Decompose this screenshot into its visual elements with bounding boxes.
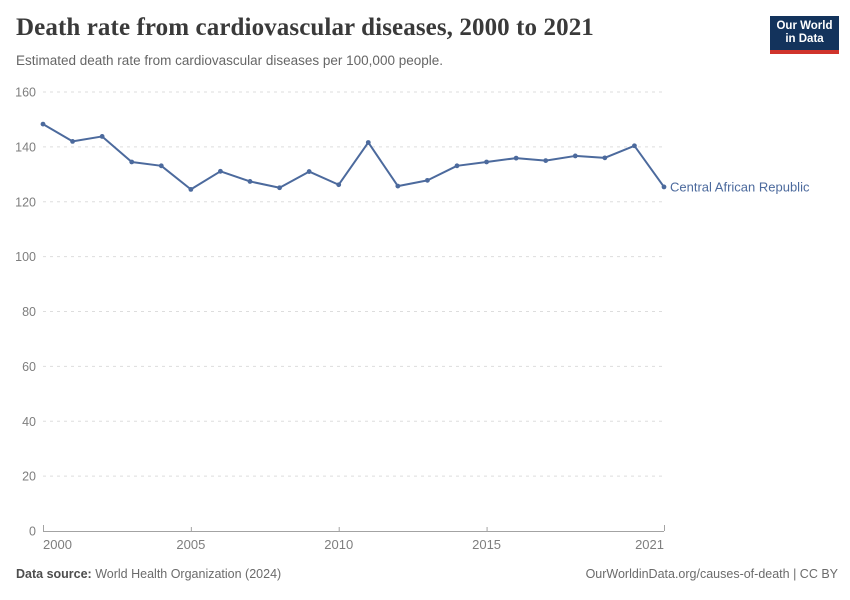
data-point xyxy=(129,159,135,165)
data-point xyxy=(572,153,578,159)
chart-subtitle: Estimated death rate from cardiovascular… xyxy=(16,53,443,68)
data-source-label: Data source: xyxy=(16,567,92,581)
series-end-label: Central African Republic xyxy=(670,179,810,194)
y-tick-label: 140 xyxy=(15,140,36,154)
x-tick-label: 2010 xyxy=(324,537,353,552)
credit-line: OurWorldinData.org/causes-of-death | CC … xyxy=(585,567,838,581)
owid-logo-line2: in Data xyxy=(785,33,824,45)
y-tick-label: 120 xyxy=(15,195,36,209)
x-tick-label: 2021 xyxy=(635,537,664,552)
x-tick-label: 2015 xyxy=(472,537,501,552)
data-point xyxy=(218,168,223,174)
y-tick-label: 20 xyxy=(22,470,36,484)
owid-logo: Our World in Data xyxy=(770,16,839,54)
data-point xyxy=(425,177,430,183)
data-point xyxy=(247,179,253,184)
data-point xyxy=(70,138,75,144)
data-point xyxy=(158,163,164,169)
y-tick-label: 160 xyxy=(15,86,36,100)
data-point xyxy=(365,140,371,145)
y-tick-label: 40 xyxy=(22,415,36,429)
data-point xyxy=(395,183,401,189)
data-point xyxy=(661,184,667,190)
data-line xyxy=(42,123,665,191)
data-point xyxy=(632,143,637,149)
y-tick-label: 0 xyxy=(29,525,36,539)
y-tick-label: 80 xyxy=(22,305,36,319)
y-tick-label: 100 xyxy=(15,250,36,264)
data-source: Data source: World Health Organization (… xyxy=(16,567,281,581)
data-point xyxy=(484,159,489,165)
data-point xyxy=(188,187,194,192)
y-tick-label: 60 xyxy=(22,360,36,374)
data-point xyxy=(277,185,282,191)
owid-logo-line1: Our World xyxy=(776,20,833,32)
x-tick-label: 2005 xyxy=(176,537,205,552)
data-point xyxy=(543,158,549,163)
data-point xyxy=(454,163,460,169)
data-point xyxy=(513,155,519,161)
data-point xyxy=(99,134,105,139)
data-point xyxy=(40,121,46,127)
data-source-value: World Health Organization (2024) xyxy=(95,567,282,581)
data-point xyxy=(306,169,312,174)
x-tick-label: 2000 xyxy=(43,537,72,552)
data-point xyxy=(602,155,608,161)
data-point xyxy=(336,182,342,188)
chart-title: Death rate from cardiovascular diseases,… xyxy=(16,14,594,41)
